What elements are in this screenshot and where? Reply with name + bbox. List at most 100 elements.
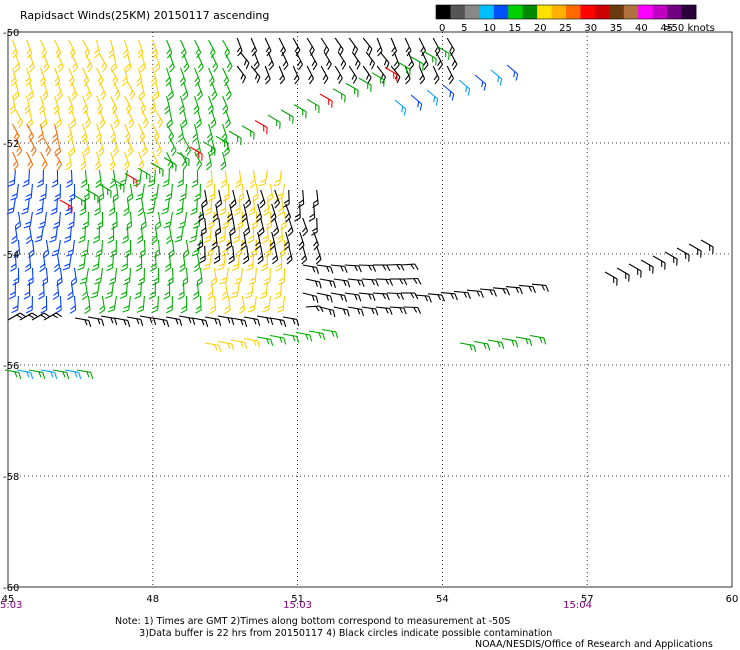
legend-swatch (537, 5, 552, 19)
legend-label: 35 (610, 23, 623, 34)
wind-barb (195, 109, 202, 129)
wind-barb (13, 81, 20, 101)
wind-barb (473, 340, 491, 351)
legend-swatch (652, 5, 668, 19)
wind-barb (312, 189, 319, 208)
wind-barb (178, 315, 196, 326)
wind-barb (264, 65, 271, 85)
wind-barb (237, 183, 245, 202)
legend-label: 30 (584, 23, 597, 34)
lat-label: -60 (3, 583, 19, 594)
wind-barb (97, 183, 105, 202)
wind-barb (287, 217, 294, 237)
wind-barb (179, 67, 186, 87)
wind-barb (344, 264, 362, 273)
lat-label: -52 (3, 139, 19, 150)
wind-barb (91, 253, 100, 271)
wind-barb (262, 225, 269, 244)
wind-barb (323, 51, 332, 70)
wind-barb (316, 292, 333, 303)
wind-barb (272, 245, 279, 265)
wind-barb (98, 295, 106, 315)
wind-barb (628, 263, 642, 278)
wind-barb (71, 81, 78, 101)
wind-barb (51, 239, 61, 257)
legend-label: 45 (660, 23, 673, 34)
wind-barb (426, 89, 439, 106)
wind-barb (155, 137, 163, 157)
wind-barb (403, 306, 422, 314)
wind-barb (7, 169, 16, 187)
wind-barb (85, 81, 92, 101)
wind-barb (238, 295, 246, 315)
wind-barb (292, 37, 301, 57)
speed-legend: 0 5 10 15 20 25 30 35 40 45>50 knots (435, 4, 715, 34)
wind-barb (168, 53, 175, 73)
wind-barb (230, 281, 240, 299)
wind-barb (330, 264, 348, 273)
legend-swatch (638, 5, 654, 19)
wind-barb (427, 293, 445, 302)
wind-barb (436, 45, 450, 61)
legend-swatch (551, 5, 567, 19)
wind-barb (432, 65, 440, 85)
wind-barb (139, 315, 157, 326)
lat-lon-grid (7, 31, 733, 588)
wind-barb (222, 95, 229, 115)
wind-barb (194, 67, 201, 87)
wind-barb (389, 278, 408, 286)
wind-barb (78, 225, 86, 244)
wind-barb (147, 169, 156, 187)
wind-barb (169, 137, 177, 157)
wind-barb (220, 169, 228, 188)
wind-barb (273, 217, 280, 237)
wind-barb (108, 267, 117, 285)
wind-barb (41, 267, 49, 286)
wind-barb (154, 53, 161, 73)
wind-barb (127, 109, 135, 129)
wind-barb (196, 231, 204, 250)
wind-barb (320, 65, 329, 85)
wind-barb (215, 135, 229, 151)
wind-barb (389, 306, 407, 315)
wind-barb (362, 37, 373, 56)
wind-barb (180, 295, 188, 314)
wind-barb (69, 137, 76, 157)
wind-barb (179, 253, 186, 273)
legend-swatch (479, 5, 495, 19)
wind-barb (53, 253, 61, 273)
wind-barb (207, 281, 214, 301)
wind-barb (241, 125, 255, 140)
wind-barb (85, 53, 93, 73)
wind-barb (113, 109, 120, 129)
legend-border (435, 4, 697, 20)
wind-barb (99, 81, 107, 101)
wind-barb (410, 56, 424, 71)
wind-barb (204, 342, 222, 353)
wind-barb (418, 37, 426, 57)
wind-barb (127, 81, 136, 101)
wind-barb (151, 225, 158, 245)
wind-barb (87, 316, 105, 327)
wind-barb (501, 337, 519, 348)
wind-barb (230, 339, 248, 350)
wind-barb (118, 169, 128, 187)
wind-barb (305, 278, 322, 289)
wind-barb (155, 109, 164, 129)
wind-barb (208, 67, 215, 87)
wind-barb (358, 264, 377, 272)
wind-barb (376, 37, 383, 57)
legend-swatch (580, 5, 596, 19)
wind-barb (209, 295, 217, 314)
wind-barb (220, 239, 229, 257)
wind-barb (67, 95, 74, 115)
wind-barb (54, 67, 61, 87)
wind-barb (10, 183, 19, 201)
wind-barb (161, 197, 170, 215)
lat-label: -58 (3, 472, 19, 483)
wind-barb (207, 95, 214, 115)
wind-barb (676, 247, 690, 262)
wind-barb (64, 197, 72, 216)
wind-barb (167, 81, 174, 101)
wind-barb (126, 316, 144, 327)
